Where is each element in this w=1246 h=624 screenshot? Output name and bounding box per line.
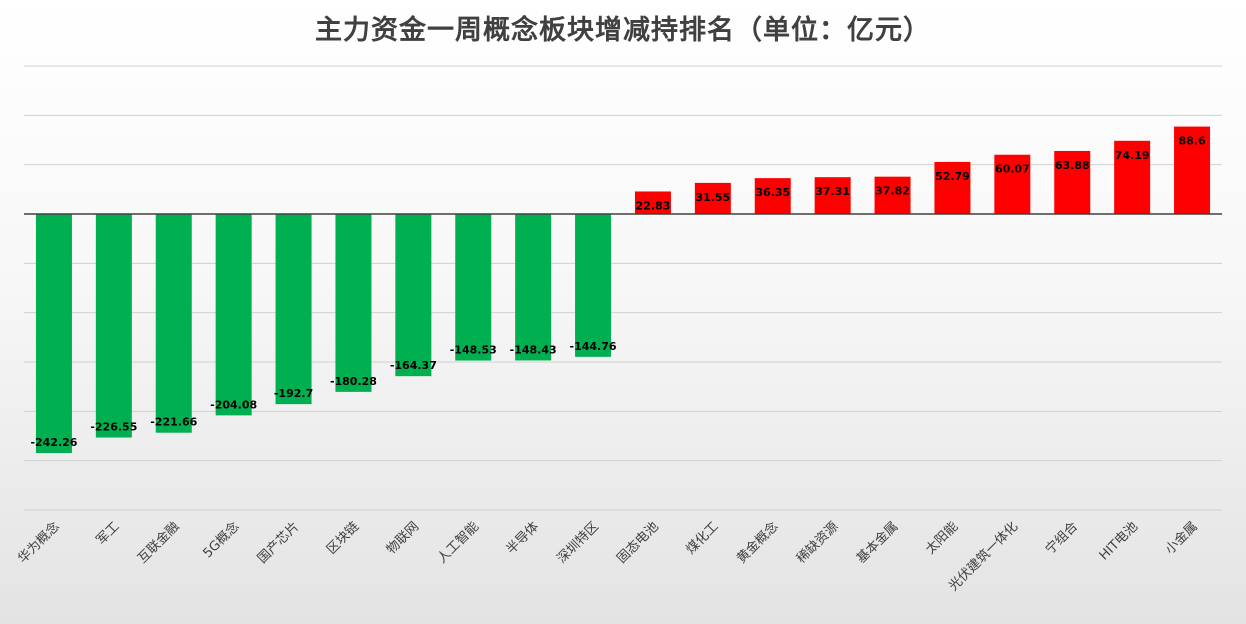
bar: [335, 214, 372, 392]
category-tick-label: 宁组合: [1042, 519, 1081, 558]
bar: [95, 214, 132, 438]
data-label: -221.66: [150, 416, 197, 429]
bar: [994, 154, 1031, 214]
data-label: 37.31: [815, 185, 850, 198]
data-label: -226.55: [90, 421, 137, 434]
bar: [814, 177, 851, 214]
data-label: 31.55: [695, 191, 730, 204]
category-tick-label: 物联网: [384, 519, 422, 557]
data-label: 74.19: [1115, 149, 1150, 162]
data-label: 36.35: [755, 186, 790, 199]
data-label: 37.82: [875, 185, 910, 198]
category-tick-label: 5G概念: [200, 519, 243, 562]
bar: [515, 214, 552, 361]
bar: [934, 161, 971, 214]
category-tick-label: 人工智能: [435, 519, 482, 566]
category-tick-label: 华为概念: [15, 519, 63, 567]
category-tick-label: 煤化工: [683, 519, 721, 557]
data-label: 22.83: [636, 199, 671, 212]
bar: [1114, 140, 1151, 214]
category-tick-label: 太阳能: [923, 519, 961, 557]
bar: [155, 214, 192, 433]
bar: [455, 214, 492, 361]
data-label: -144.76: [570, 340, 617, 353]
bar: [694, 182, 731, 214]
category-tick-label: 小金属: [1162, 519, 1201, 558]
data-label: 63.88: [1055, 159, 1090, 172]
data-label: 60.07: [995, 163, 1030, 176]
category-tick-label: 国产芯片: [255, 519, 302, 566]
chart-title: 主力资金一周概念板块增减持排名（单位：亿元）: [315, 15, 931, 46]
bar: [35, 214, 72, 454]
category-tick-label: 基本金属: [853, 519, 901, 567]
category-tick-label: HIT电池: [1097, 519, 1141, 563]
category-tick-label: 军工: [94, 519, 123, 548]
bar: [395, 214, 432, 377]
data-label: -148.53: [450, 344, 497, 357]
data-label: 88.6: [1178, 135, 1205, 148]
category-tick-label: 稀缺资源: [794, 519, 841, 566]
bar: [575, 214, 612, 357]
bar: [215, 214, 252, 416]
bar: [874, 176, 911, 214]
data-label: -204.08: [210, 398, 257, 411]
data-label: -192.7: [274, 387, 313, 400]
data-label: -242.26: [30, 436, 77, 449]
bar: [1054, 150, 1091, 214]
data-label: 52.79: [935, 170, 970, 183]
data-label: -164.37: [390, 359, 437, 372]
bar: [754, 178, 791, 214]
category-tick-label: 区块链: [324, 519, 362, 557]
category-tick-label: 固态电池: [614, 519, 661, 566]
bar: [275, 214, 312, 405]
data-label: -180.28: [330, 375, 377, 388]
bar: [634, 191, 671, 214]
category-tick-label: 深圳特区: [554, 519, 601, 566]
bar: [1174, 126, 1211, 214]
category-tick-label: 互联金融: [134, 519, 182, 567]
category-tick-label: 黄金概念: [733, 519, 781, 567]
category-tick-label: 半导体: [504, 519, 542, 557]
data-label: -148.43: [510, 343, 557, 356]
